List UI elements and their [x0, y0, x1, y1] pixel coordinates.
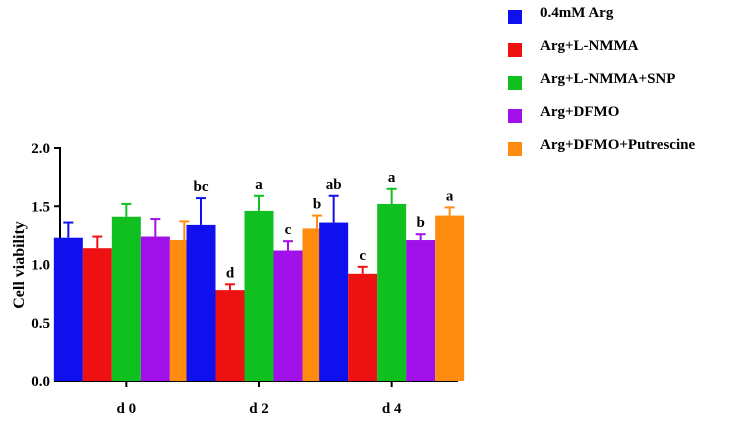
significance-label: d — [226, 265, 235, 281]
y-tick-label: 0.0 — [31, 374, 50, 390]
legend-label: Arg+L-NMMA — [540, 38, 639, 54]
significance-label: b — [313, 197, 321, 213]
legend-label: Arg+DFMO — [540, 104, 620, 120]
y-axis-label: Cell viability — [11, 221, 28, 309]
bar — [244, 210, 274, 381]
legend-label: Arg+DFMO+Putrescine — [540, 137, 696, 153]
significance-label: ab — [326, 177, 342, 193]
significance-label: c — [359, 248, 366, 264]
bar — [406, 240, 436, 381]
y-tick-label: 1.5 — [31, 199, 50, 215]
bar — [215, 290, 245, 381]
significance-label: c — [285, 222, 292, 238]
bar — [273, 250, 303, 381]
significance-label: b — [416, 215, 424, 231]
x-tick-label: d 0 — [117, 401, 137, 417]
legend-swatch — [508, 43, 522, 57]
legend-swatch — [508, 10, 522, 24]
bar — [82, 248, 112, 381]
y-tick-label: 1.0 — [31, 258, 50, 274]
y-tick-label: 0.5 — [31, 316, 50, 332]
y-tick-label: 2.0 — [31, 141, 50, 157]
legend-swatch — [508, 76, 522, 90]
bar — [319, 222, 349, 381]
legend-swatch — [508, 142, 522, 156]
bar — [435, 215, 465, 381]
significance-label: a — [446, 188, 454, 204]
bar — [377, 203, 407, 381]
bar — [111, 216, 141, 381]
legend-label: Arg+L-NMMA+SNP — [540, 71, 676, 87]
bar — [140, 236, 170, 381]
x-tick-label: d 4 — [382, 401, 402, 417]
x-tick-label: d 2 — [249, 401, 269, 417]
bar — [53, 237, 83, 381]
significance-label: a — [255, 177, 263, 193]
significance-label: bc — [194, 179, 209, 195]
legend-label: 0.4mM Arg — [540, 5, 614, 21]
bar — [186, 224, 216, 381]
legend-swatch — [508, 109, 522, 123]
significance-label: a — [388, 170, 396, 186]
bar — [348, 273, 378, 381]
